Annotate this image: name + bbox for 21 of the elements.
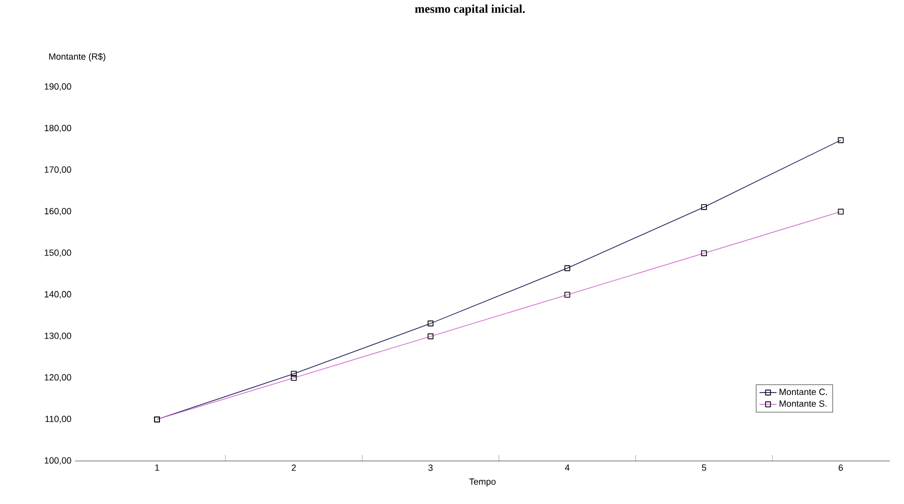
x-axis-title: Tempo bbox=[469, 478, 496, 487]
x-tick-label: 1 bbox=[155, 464, 160, 471]
y-tick-label: 190,00 bbox=[44, 83, 72, 91]
y-tick-label: 140,00 bbox=[44, 291, 72, 298]
y-tick-label: 170,00 bbox=[44, 166, 72, 174]
x-tick-label: 4 bbox=[565, 464, 570, 471]
y-tick-label: 180,00 bbox=[44, 124, 72, 132]
y-tick-label: 160,00 bbox=[44, 208, 72, 216]
x-tick-label: 3 bbox=[428, 464, 433, 471]
x-tick-label: 6 bbox=[838, 464, 843, 471]
y-tick-label: 130,00 bbox=[44, 332, 72, 340]
y-tick-label: 120,00 bbox=[44, 374, 72, 382]
y-tick-label: 110,00 bbox=[45, 416, 72, 424]
x-tick-label: 5 bbox=[702, 464, 706, 471]
y-tick-label: 100,00 bbox=[44, 457, 72, 465]
x-tick-label: 2 bbox=[292, 464, 296, 471]
y-tick-label: 150,00 bbox=[44, 250, 72, 257]
legend-label: Montante C. bbox=[780, 388, 827, 396]
chart-title: mesmo capital inicial. bbox=[415, 4, 525, 16]
legend-label: Montante S. bbox=[780, 400, 826, 407]
y-axis-title: Montante (R$) bbox=[49, 52, 106, 62]
